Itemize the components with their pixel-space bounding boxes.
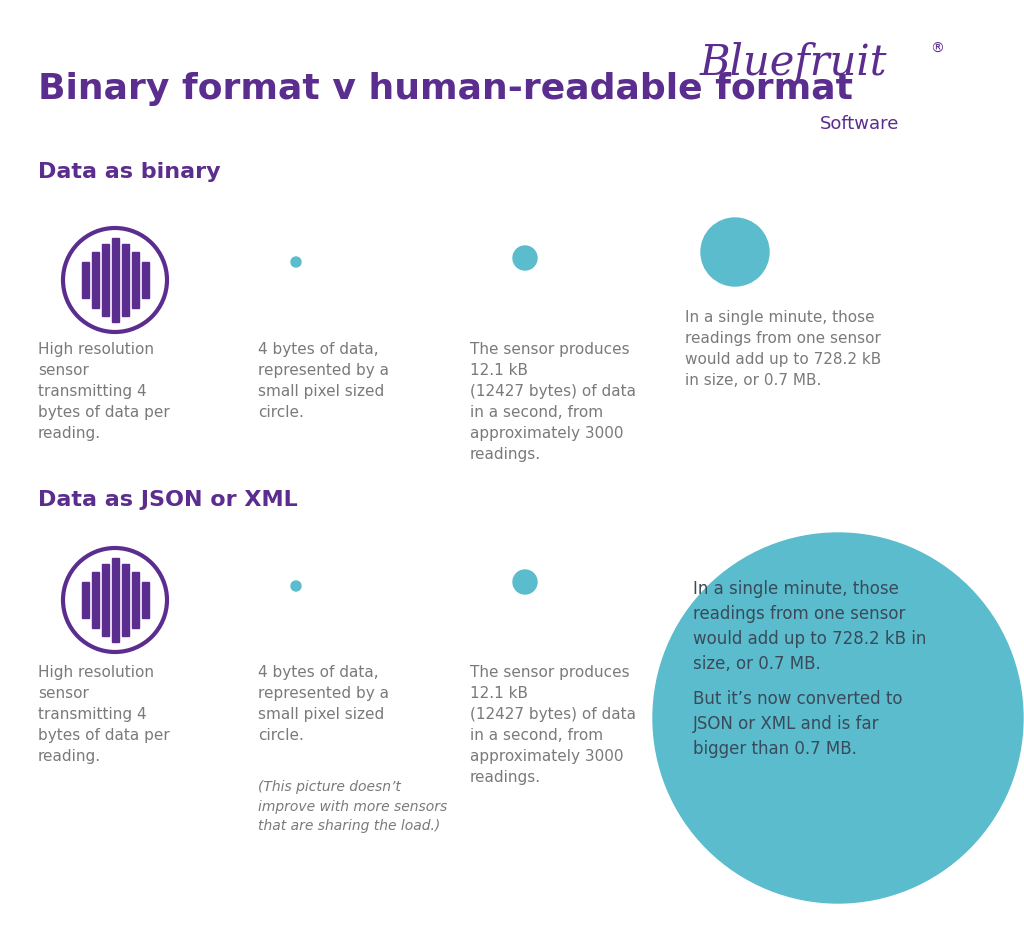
Text: High resolution
sensor
transmitting 4
bytes of data per
reading.: High resolution sensor transmitting 4 by… [38,665,170,764]
Bar [131,252,138,308]
Bar [82,582,88,618]
Bar [131,572,138,628]
Circle shape [291,581,301,591]
Text: Data as binary: Data as binary [38,162,220,182]
Circle shape [513,246,537,270]
Text: The sensor produces
12.1 kB
(12427 bytes) of data
in a second, from
approximatel: The sensor produces 12.1 kB (12427 bytes… [470,665,636,785]
Text: 4 bytes of data,
represented by a
small pixel sized
circle.: 4 bytes of data, represented by a small … [258,342,389,420]
Text: Binary format v human-readable format: Binary format v human-readable format [38,72,853,106]
Text: Data as JSON or XML: Data as JSON or XML [38,490,298,510]
Bar [82,262,88,298]
Circle shape [291,257,301,267]
Bar [141,582,148,618]
Bar [112,558,119,642]
Bar [101,244,109,316]
Bar [101,564,109,636]
Text: ®: ® [930,42,944,56]
Text: (This picture doesn’t
improve with more sensors
that are sharing the load.): (This picture doesn’t improve with more … [258,780,447,833]
Text: High resolution
sensor
transmitting 4
bytes of data per
reading.: High resolution sensor transmitting 4 by… [38,342,170,441]
Circle shape [513,570,537,594]
Text: Software: Software [820,115,899,133]
Bar [141,262,148,298]
Bar [91,252,98,308]
Circle shape [701,218,769,286]
Text: 4 bytes of data,
represented by a
small pixel sized
circle.: 4 bytes of data, represented by a small … [258,665,389,743]
Text: In a single minute, those
readings from one sensor
would add up to 728.2 kB
in s: In a single minute, those readings from … [685,310,882,388]
Text: The sensor produces
12.1 kB
(12427 bytes) of data
in a second, from
approximatel: The sensor produces 12.1 kB (12427 bytes… [470,342,636,462]
Bar [112,238,119,322]
Text: But it’s now converted to
JSON or XML and is far
bigger than 0.7 MB.: But it’s now converted to JSON or XML an… [693,690,902,758]
Bar [91,572,98,628]
Text: In a single minute, those
readings from one sensor
would add up to 728.2 kB in
s: In a single minute, those readings from … [693,580,927,673]
Circle shape [653,533,1023,903]
Bar [122,244,128,316]
Text: Bluefruit: Bluefruit [700,42,888,84]
Bar [122,564,128,636]
